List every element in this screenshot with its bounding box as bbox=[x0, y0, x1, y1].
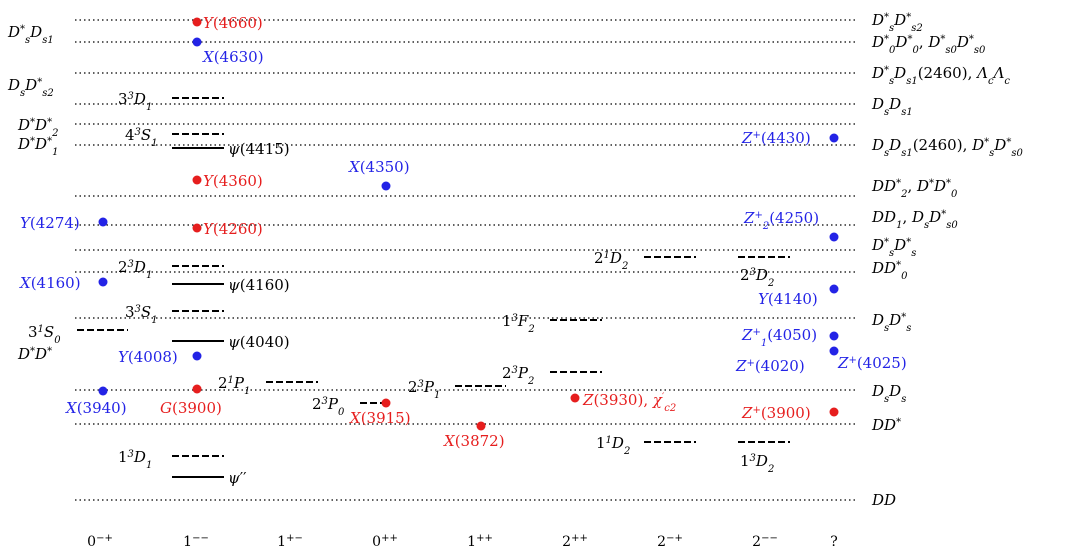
threshold-label-left: D*D*1 bbox=[17, 135, 58, 158]
column-label-jpc: ? bbox=[830, 534, 838, 550]
exotic-label: Z+1(4050) bbox=[741, 326, 817, 349]
column-label-jpc: 1+− bbox=[277, 533, 303, 551]
exotic-state-marker bbox=[829, 133, 839, 143]
column-label-jpc: 2−+ bbox=[657, 533, 683, 551]
levels bbox=[77, 97, 790, 478]
threshold-label: D*sD*s bbox=[871, 236, 916, 259]
predicted-state-label: 33D1 bbox=[118, 90, 152, 113]
column-label-jpc: 1−− bbox=[183, 533, 209, 551]
exotic-label: Z+(4430) bbox=[741, 129, 811, 147]
exotic-state-marker bbox=[476, 421, 486, 431]
predicted-state-label: 23P2 bbox=[502, 364, 534, 387]
exotic-state-marker bbox=[829, 331, 839, 341]
predicted-state-label: 21P1 bbox=[218, 374, 250, 397]
threshold-label: DsDs bbox=[871, 382, 906, 405]
threshold-label: DD*0 bbox=[871, 259, 908, 282]
observed-state-label: ψ(4040) bbox=[228, 333, 290, 351]
predicted-state-label: 43S1 bbox=[125, 126, 158, 149]
column-label-jpc: 2−− bbox=[752, 533, 778, 551]
column-label-jpc: 2++ bbox=[562, 533, 588, 551]
exotic-state-marker bbox=[98, 386, 108, 396]
labels: D*sD*s2D*0D*0, D*s0D*s0 D*sDs1(2460), ΛcΛ… bbox=[7, 11, 1023, 550]
exotic-label: Z(3930), χ′c2 bbox=[582, 391, 676, 414]
exotic-state-marker bbox=[829, 284, 839, 294]
exotic-label: Y(4260) bbox=[203, 220, 263, 238]
exotic-state-marker bbox=[98, 277, 108, 287]
exotic-label: Z+(3900) bbox=[741, 404, 811, 422]
threshold-label: D*sD*s2 bbox=[871, 11, 923, 34]
predicted-state-label: 23P1 bbox=[408, 378, 440, 401]
observed-state-label: ψ(4415) bbox=[228, 140, 290, 158]
predicted-state-label: 33S1 bbox=[125, 303, 158, 326]
predicted-state-label: 23D1 bbox=[118, 258, 152, 281]
exotic-state-marker bbox=[192, 17, 202, 27]
exotic-state-marker bbox=[192, 175, 202, 185]
threshold-label: DsD*s bbox=[871, 311, 911, 334]
exotic-state-marker bbox=[829, 232, 839, 242]
exotic-state-marker bbox=[192, 223, 202, 233]
observed-state-label: ψ(4160) bbox=[228, 276, 290, 294]
exotic-label: X(3915) bbox=[349, 409, 411, 427]
exotic-label: Y(4360) bbox=[203, 172, 263, 190]
threshold-label: DD bbox=[871, 491, 896, 509]
exotic-label: Z+2(4250) bbox=[743, 209, 819, 232]
exotic-label: Y(4008) bbox=[118, 348, 178, 366]
threshold-label-left: D*D*2 bbox=[17, 116, 58, 139]
exotic-label: Y(4660) bbox=[203, 14, 263, 32]
exotic-label: Y(4140) bbox=[758, 290, 818, 308]
exotic-label: X(3872) bbox=[443, 432, 505, 450]
predicted-state-label: 13F2 bbox=[502, 312, 535, 335]
threshold-label: DD*2, D*D*0 bbox=[871, 177, 958, 200]
exotic-label: X(4160) bbox=[19, 274, 81, 292]
exotic-state-marker bbox=[192, 37, 202, 47]
exotic-label: G(3900) bbox=[160, 399, 222, 417]
threshold-label-left: D*D* bbox=[17, 345, 52, 363]
threshold-lines bbox=[75, 19, 855, 501]
predicted-state-label: 23P0 bbox=[312, 395, 345, 418]
predicted-state-label: 31S0 bbox=[28, 323, 61, 346]
exotic-label: X(4350) bbox=[348, 158, 410, 176]
threshold-label: DsDs1 bbox=[871, 95, 913, 118]
exotic-label: X(4630) bbox=[202, 48, 264, 66]
exotic-state-marker bbox=[829, 407, 839, 417]
threshold-label-left: D*sDs1 bbox=[7, 23, 54, 46]
exotic-label: Z+(4020) bbox=[735, 357, 805, 375]
exotic-points bbox=[98, 17, 839, 431]
exotic-state-marker bbox=[192, 351, 202, 361]
threshold-label-left: DsD*s2 bbox=[7, 76, 54, 99]
exotic-state-marker bbox=[98, 217, 108, 227]
exotic-label: Z+(4025) bbox=[837, 354, 907, 372]
predicted-state-label: 11D2 bbox=[596, 434, 630, 457]
column-label-jpc: 0++ bbox=[372, 533, 398, 551]
predicted-state-label: 21D2 bbox=[594, 249, 628, 272]
exotic-state-marker bbox=[570, 393, 580, 403]
threshold-label: D*0D*0, D*s0D*s0 bbox=[871, 33, 986, 56]
exotic-state-marker bbox=[829, 346, 839, 356]
column-label-jpc: 0−+ bbox=[87, 533, 113, 551]
threshold-label: DD1, DsD*s0 bbox=[871, 208, 958, 231]
exotic-label: Y(4274) bbox=[20, 214, 80, 232]
exotic-label: X(3940) bbox=[65, 399, 127, 417]
exotic-state-marker bbox=[192, 384, 202, 394]
predicted-state-label: 13D2 bbox=[740, 452, 774, 475]
exotic-state-marker bbox=[381, 398, 391, 408]
threshold-label: D*sDs1(2460), ΛcΛc bbox=[871, 64, 1010, 87]
predicted-state-label: 23D2 bbox=[740, 266, 774, 289]
threshold-label: DsDs1(2460), D*sD*s0 bbox=[871, 136, 1023, 159]
threshold-label: DD* bbox=[871, 416, 901, 434]
observed-state-label: ψ′′ bbox=[228, 469, 247, 487]
predicted-state-label: 13D1 bbox=[118, 448, 152, 471]
exotic-state-marker bbox=[381, 181, 391, 191]
column-label-jpc: 1++ bbox=[467, 533, 493, 551]
